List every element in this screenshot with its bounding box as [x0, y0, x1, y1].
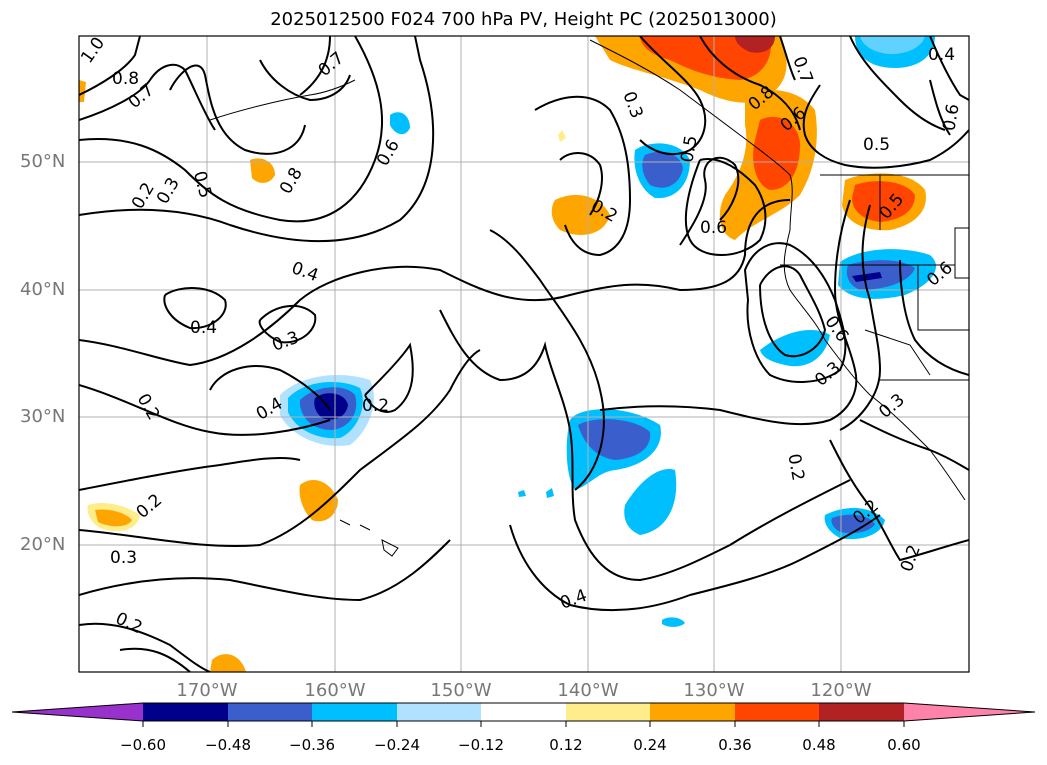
colorbar-tick-label: −0.24 — [374, 736, 420, 754]
contour-label: 0.5 — [863, 135, 890, 155]
contour-label: 0.6 — [939, 102, 963, 132]
colorbar-tick-label: −0.48 — [205, 736, 251, 754]
lat-label-20n: 20°N — [20, 534, 66, 555]
lon-label-150w: 150°W — [430, 680, 492, 701]
height-contours — [79, 36, 969, 672]
contour-label: 0.3 — [875, 390, 909, 423]
lon-label-160w: 160°W — [304, 680, 366, 701]
colorbar-tick-label: −0.60 — [120, 736, 166, 754]
contour-label: 0.5 — [677, 134, 701, 164]
contour-label: 0.7 — [788, 54, 816, 86]
lon-label-120w: 120°W — [810, 680, 872, 701]
contour-label: 0.2 — [133, 390, 164, 423]
colorbar — [11, 702, 1036, 727]
lon-label-140w: 140°W — [557, 680, 619, 701]
contour-label: 0.5 — [189, 169, 215, 200]
map-frame — [78, 35, 970, 673]
contour-label: 0.2 — [783, 452, 807, 482]
lat-label-30n: 30°N — [20, 406, 66, 427]
contour-label: 1.0 — [77, 34, 109, 68]
contour-label: 0.4 — [289, 258, 321, 286]
colorbar-tick-label: 0.48 — [802, 736, 836, 754]
contour-label: 0.2 — [897, 542, 925, 574]
colorbar-tick-label: 0.60 — [887, 736, 921, 754]
contour-label: 0.3 — [618, 89, 646, 121]
contour-label: 0.8 — [276, 164, 307, 197]
contour-label: 0.3 — [811, 358, 845, 391]
contour-label: 0.6 — [373, 136, 404, 169]
colorbar-extend-low — [12, 703, 143, 721]
colorbar-tick-label: 0.12 — [549, 736, 583, 754]
contour-label: 0.4 — [928, 45, 955, 65]
contour-label: 0.4 — [558, 586, 590, 614]
map-title: 2025012500 F024 700 hPa PV, Height PC (2… — [270, 9, 777, 30]
contour-label: 0.8 — [112, 69, 139, 89]
lon-label-170w: 170°W — [176, 680, 238, 701]
colorbar-tick-label: 0.36 — [718, 736, 752, 754]
colorbar-tick-label: 0.24 — [633, 736, 667, 754]
colorbar-extend-high — [904, 703, 1035, 721]
contour-labels: 1.0 0.8 0.7 0.7 0.6 0.8 0.5 0.2 0.3 0.4 … — [77, 34, 964, 639]
contour-label: 0.2 — [362, 396, 389, 416]
contour-label: 0.3 — [153, 174, 184, 207]
lon-label-130w: 130°W — [683, 680, 745, 701]
contour-label: 0.3 — [110, 548, 137, 568]
lat-label-50n: 50°N — [20, 151, 66, 172]
colorbar-tick-label: −0.12 — [458, 736, 504, 754]
contour-label: 0.2 — [112, 609, 145, 639]
lat-label-40n: 40°N — [20, 279, 66, 300]
pv-shading — [79, 36, 936, 672]
contour-label: 0.4 — [190, 318, 217, 338]
colorbar-tick-label: −0.36 — [289, 736, 335, 754]
contour-label: 0.3 — [270, 328, 302, 356]
coastlines — [209, 39, 969, 557]
contour-label: 0.6 — [700, 218, 727, 238]
